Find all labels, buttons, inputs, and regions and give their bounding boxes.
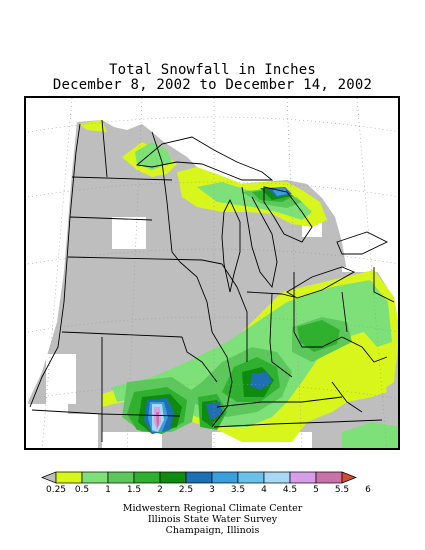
legend-label: 3 (209, 485, 215, 495)
legend-swatch (185, 471, 213, 484)
snow-5.5-region (156, 412, 159, 428)
map-date-range: December 8, 2002 to December 14, 2002 (52, 77, 373, 93)
legend-swatch (81, 471, 109, 484)
legend-label: 5.5 (334, 485, 350, 495)
legend-swatch (159, 471, 187, 484)
legend-label: 6 (365, 485, 371, 495)
legend-label: 5 (313, 485, 319, 495)
legend-color-bar (41, 471, 357, 484)
legend-swatch (289, 471, 317, 484)
great-lakes (135, 136, 389, 299)
legend-label: 4 (261, 485, 267, 495)
legend-label: 1 (105, 485, 111, 495)
legend-swatch (133, 471, 161, 484)
snowfall-map (24, 96, 400, 450)
credit-survey: Illinois State Water Survey (147, 514, 278, 525)
credit-location: Champaign, Illinois (165, 525, 260, 536)
legend-swatch (107, 471, 135, 484)
legend-swatch-high (341, 471, 357, 484)
legend-swatch (263, 471, 291, 484)
legend-swatch (237, 471, 265, 484)
legend-label: 0.25 (45, 485, 67, 495)
map-title: Total Snowfall in Inches (108, 62, 317, 78)
legend-swatch (315, 471, 343, 484)
graticule (27, 98, 398, 448)
legend-label: 4.5 (282, 485, 298, 495)
legend-label: 0.5 (74, 485, 90, 495)
legend-swatch-low (41, 471, 57, 484)
legend-label: 3.5 (230, 485, 246, 495)
state-boundaries (29, 119, 395, 442)
credit-center: Midwestern Regional Climate Center (122, 503, 303, 514)
legend-swatch (55, 471, 83, 484)
legend-swatch (211, 471, 239, 484)
legend-label: 2.5 (178, 485, 194, 495)
legend-label: 2 (157, 485, 163, 495)
legend-label: 1.5 (126, 485, 142, 495)
